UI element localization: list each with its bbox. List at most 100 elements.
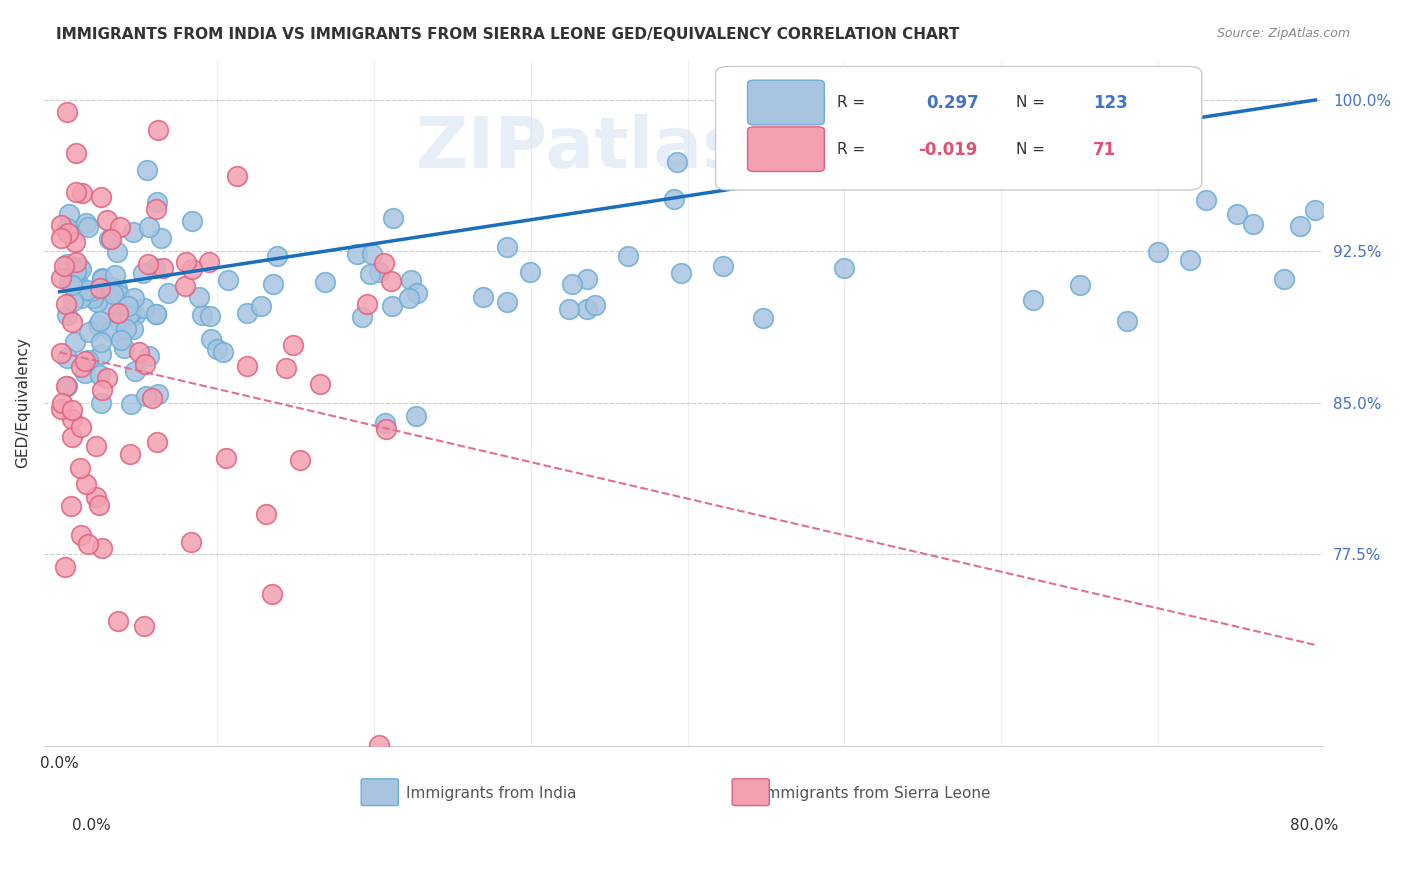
Point: [65, 146, 87, 161]
Point: [96, 371, 118, 385]
Text: Immigrants from Sierra Leone: Immigrants from Sierra Leone: [761, 787, 990, 801]
Point: [1272, 272, 1295, 286]
Text: 123: 123: [1092, 94, 1128, 112]
Point: [398, 291, 420, 305]
Point: [90, 334, 112, 349]
Point: [352, 310, 374, 325]
FancyBboxPatch shape: [716, 67, 1202, 190]
Point: [89, 314, 111, 328]
Point: [254, 507, 277, 521]
Point: [120, 305, 142, 319]
Point: [205, 342, 228, 356]
Point: [101, 279, 124, 293]
Point: [276, 361, 298, 376]
Point: [55, 297, 77, 311]
Point: [356, 297, 378, 311]
Point: [157, 286, 180, 301]
Point: [60, 430, 83, 444]
Point: [662, 193, 685, 207]
Point: [107, 306, 129, 320]
Point: [58, 275, 80, 289]
Point: [834, 261, 856, 276]
Point: [105, 244, 128, 259]
Point: [56, 104, 79, 119]
Point: [1022, 293, 1045, 308]
Point: [260, 587, 283, 601]
Point: [1194, 193, 1216, 207]
Point: [380, 274, 402, 288]
Point: [90, 347, 112, 361]
Point: [136, 257, 159, 271]
Point: [77, 220, 100, 235]
Point: [117, 299, 139, 313]
Point: [200, 309, 222, 323]
Point: [107, 615, 129, 629]
Point: [65, 185, 87, 199]
Point: [49, 218, 72, 232]
Point: [63, 235, 86, 249]
Point: [145, 307, 167, 321]
Point: [100, 324, 122, 338]
Point: [405, 286, 427, 301]
Point: [346, 247, 368, 261]
Point: [308, 376, 330, 391]
Point: [128, 344, 150, 359]
Point: [120, 397, 142, 411]
Point: [146, 387, 169, 401]
Point: [290, 453, 312, 467]
Point: [75, 477, 97, 491]
Y-axis label: GED/Equivalency: GED/Equivalency: [15, 337, 30, 468]
Point: [89, 368, 111, 382]
Point: [583, 298, 606, 312]
Point: [250, 299, 273, 313]
Point: [82, 291, 104, 305]
Point: [1116, 313, 1139, 327]
Text: 71: 71: [1092, 141, 1116, 159]
Text: -0.019: -0.019: [918, 141, 977, 159]
Point: [374, 416, 396, 430]
Point: [1226, 207, 1249, 221]
Point: [191, 308, 214, 322]
Point: [1305, 202, 1327, 217]
Point: [56, 351, 79, 366]
Point: [1147, 245, 1170, 260]
Point: [145, 202, 167, 217]
Point: [49, 271, 72, 285]
Point: [65, 264, 87, 278]
Point: [84, 490, 107, 504]
Point: [60, 403, 83, 417]
Point: [77, 537, 100, 551]
Point: [56, 221, 79, 235]
Point: [671, 266, 693, 280]
Point: [575, 272, 598, 286]
Text: Immigrants from India: Immigrants from India: [406, 787, 576, 801]
Point: [70, 420, 93, 434]
Point: [91, 275, 114, 289]
Point: [519, 265, 541, 279]
Point: [368, 739, 391, 753]
Point: [56, 308, 79, 322]
Point: [62, 294, 84, 309]
Point: [56, 379, 79, 393]
Point: [215, 450, 238, 465]
Point: [55, 379, 77, 393]
Point: [91, 541, 114, 555]
Point: [235, 306, 257, 320]
Point: [60, 411, 83, 425]
Text: 0.0%: 0.0%: [41, 756, 79, 771]
Point: [60, 315, 83, 329]
Point: [361, 246, 384, 260]
Point: [180, 213, 202, 227]
Point: [665, 155, 688, 169]
Point: [122, 322, 145, 336]
Point: [108, 288, 131, 302]
Point: [91, 383, 114, 397]
Point: [65, 255, 87, 269]
Point: [98, 297, 121, 311]
Point: [80, 284, 103, 298]
Point: [496, 294, 519, 309]
Text: ZIPatlas: ZIPatlas: [416, 114, 747, 184]
Text: 0.297: 0.297: [927, 94, 980, 112]
Point: [108, 219, 131, 234]
Point: [149, 230, 172, 244]
